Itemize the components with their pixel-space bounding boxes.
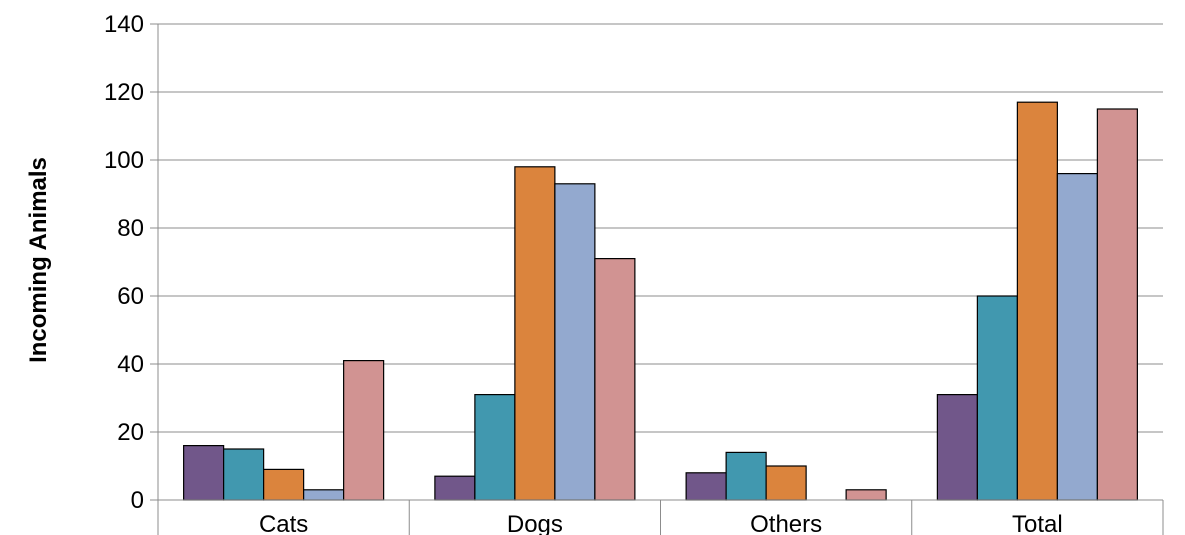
bar-series-4-total xyxy=(1056,173,1098,501)
y-tick-label: 120 xyxy=(104,79,144,106)
x-tick-label-others: Others xyxy=(750,511,822,535)
y-tick-label: 100 xyxy=(104,147,144,174)
bar-series-4-dogs xyxy=(554,183,596,501)
y-tick-label: 140 xyxy=(104,11,144,38)
bar-series-2-dogs xyxy=(474,394,516,501)
y-tick-label: 80 xyxy=(117,215,144,242)
bar-series-2-others xyxy=(725,451,767,501)
y-tick-label: 0 xyxy=(131,487,144,514)
bar-series-2-cats xyxy=(223,448,265,501)
bar-series-1-dogs xyxy=(434,475,476,501)
y-tick-label: 40 xyxy=(117,351,144,378)
bar-series-5-total xyxy=(1096,108,1138,501)
x-tick-label-total: Total xyxy=(1012,511,1063,535)
bar-series-1-others xyxy=(685,472,727,501)
gridlines xyxy=(158,23,1163,433)
bar-series-2-total xyxy=(976,295,1018,501)
bar-series-3-others xyxy=(765,465,807,501)
x-tick-label-dogs: Dogs xyxy=(507,511,563,535)
bar-series-5-cats xyxy=(343,360,385,501)
bar-series-3-cats xyxy=(263,468,305,501)
bar-series-5-dogs xyxy=(594,258,636,501)
y-tick-label: 60 xyxy=(117,283,144,310)
bar-series-3-dogs xyxy=(514,166,556,501)
bars xyxy=(183,101,1138,501)
y-tick-label: 20 xyxy=(117,419,144,446)
bar-series-3-total xyxy=(1016,101,1058,501)
bar-series-4-cats xyxy=(303,489,345,501)
bar-series-1-cats xyxy=(183,445,225,501)
x-tick-label-cats: Cats xyxy=(259,511,308,535)
bar-series-1-total xyxy=(936,394,978,501)
axes xyxy=(150,23,1164,535)
y-axis-title: Incoming Animals xyxy=(25,157,52,363)
labels: 0 20 40 60 80 100 120 140 Cats Dogs Others Total xyxy=(104,11,1063,535)
bar-series-5-others xyxy=(845,489,887,501)
